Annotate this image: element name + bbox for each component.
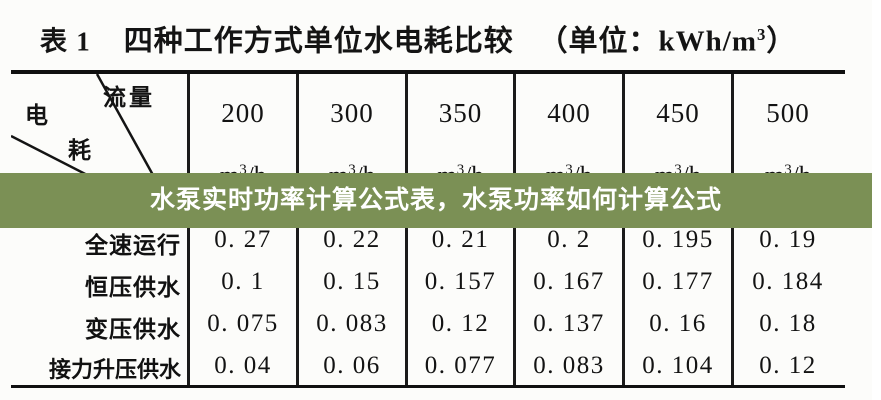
row-label-3: 接力升压供水 <box>48 357 181 382</box>
column-separator-2 <box>296 74 299 385</box>
row-label-1: 恒压供水 <box>85 274 181 300</box>
cell-3-3: 0. 083 <box>533 352 605 379</box>
title-unit-open: （单位：kWh/m <box>538 25 757 58</box>
table-row: 接力升压供水 <box>11 352 181 384</box>
table-row: 变压供水 <box>11 310 181 344</box>
column-header-value-1: 300 <box>330 98 374 128</box>
column-separator-4 <box>513 74 516 385</box>
cell-3-1: 0. 06 <box>323 352 381 379</box>
title-number: 1 <box>76 26 91 57</box>
table-row: 恒压供水 <box>11 268 181 302</box>
cell-0-0: 0. 27 <box>214 226 272 253</box>
cell-1-4: 0. 177 <box>642 268 714 295</box>
cell-2-4: 0. 16 <box>649 310 707 337</box>
title-unit-superscript: 3 <box>757 25 767 44</box>
column-header-value-0: 200 <box>221 98 265 128</box>
cell-1-5: 0. 184 <box>752 268 824 295</box>
page-title: 表 1 四种工作方式单位水电耗比较 （单位：kWh/m3） <box>40 12 840 58</box>
cell-1-0: 0. 1 <box>221 268 265 295</box>
caption-banner-text: 水泵实时功率计算公式表，水泵功率如何计算公式 <box>149 186 722 214</box>
cell-2-1: 0. 083 <box>316 310 388 337</box>
data-table: 流量 电 耗 运行方式 200 m3/h 300 m3/h 350 m3/h 4… <box>11 70 845 388</box>
table-row: 全速运行 <box>11 226 181 260</box>
cell-0-1: 0. 22 <box>323 226 381 253</box>
cell-2-5: 0. 18 <box>759 310 817 337</box>
title-prefix: 表 <box>40 26 68 57</box>
column-header-value-4: 450 <box>656 98 700 128</box>
column-header-value-2: 350 <box>438 98 483 128</box>
cell-1-3: 0. 167 <box>533 268 605 295</box>
corner-label-flow: 流量 <box>103 84 155 110</box>
corner-label-power-1: 电 <box>25 102 51 128</box>
cell-2-0: 0. 075 <box>207 310 279 337</box>
caption-banner-background <box>0 173 872 228</box>
table-top-rule <box>11 70 845 74</box>
cell-1-1: 0. 15 <box>323 268 381 295</box>
cell-2-3: 0. 137 <box>533 310 605 337</box>
table-bottom-rule <box>11 385 845 388</box>
column-separator-1 <box>187 74 190 385</box>
corner-label-power-2: 耗 <box>68 137 94 163</box>
column-separator-3 <box>405 74 408 385</box>
title-unit-close: ） <box>766 25 797 58</box>
page-right-margin <box>872 0 881 400</box>
cell-3-5: 0. 12 <box>759 352 817 379</box>
cell-0-3: 0. 2 <box>547 226 591 253</box>
cell-2-2: 0. 12 <box>431 310 490 337</box>
title-main: 四种工作方式单位水电耗比较 <box>123 25 514 58</box>
cell-0-4: 0. 195 <box>642 226 714 253</box>
cell-1-2: 0. 157 <box>424 268 497 295</box>
row-label-2: 变压供水 <box>85 316 181 342</box>
column-header-value-5: 500 <box>766 98 810 128</box>
cell-0-2: 0. 21 <box>431 226 490 253</box>
column-header-value-3: 400 <box>547 98 591 128</box>
column-separator-5 <box>622 74 625 385</box>
column-separator-6 <box>731 74 734 385</box>
cell-3-4: 0. 104 <box>642 352 714 379</box>
cell-3-2: 0. 077 <box>424 352 497 379</box>
cell-0-5: 0. 19 <box>759 226 817 253</box>
row-label-0: 全速运行 <box>85 232 181 258</box>
cell-3-0: 0. 04 <box>214 352 272 379</box>
